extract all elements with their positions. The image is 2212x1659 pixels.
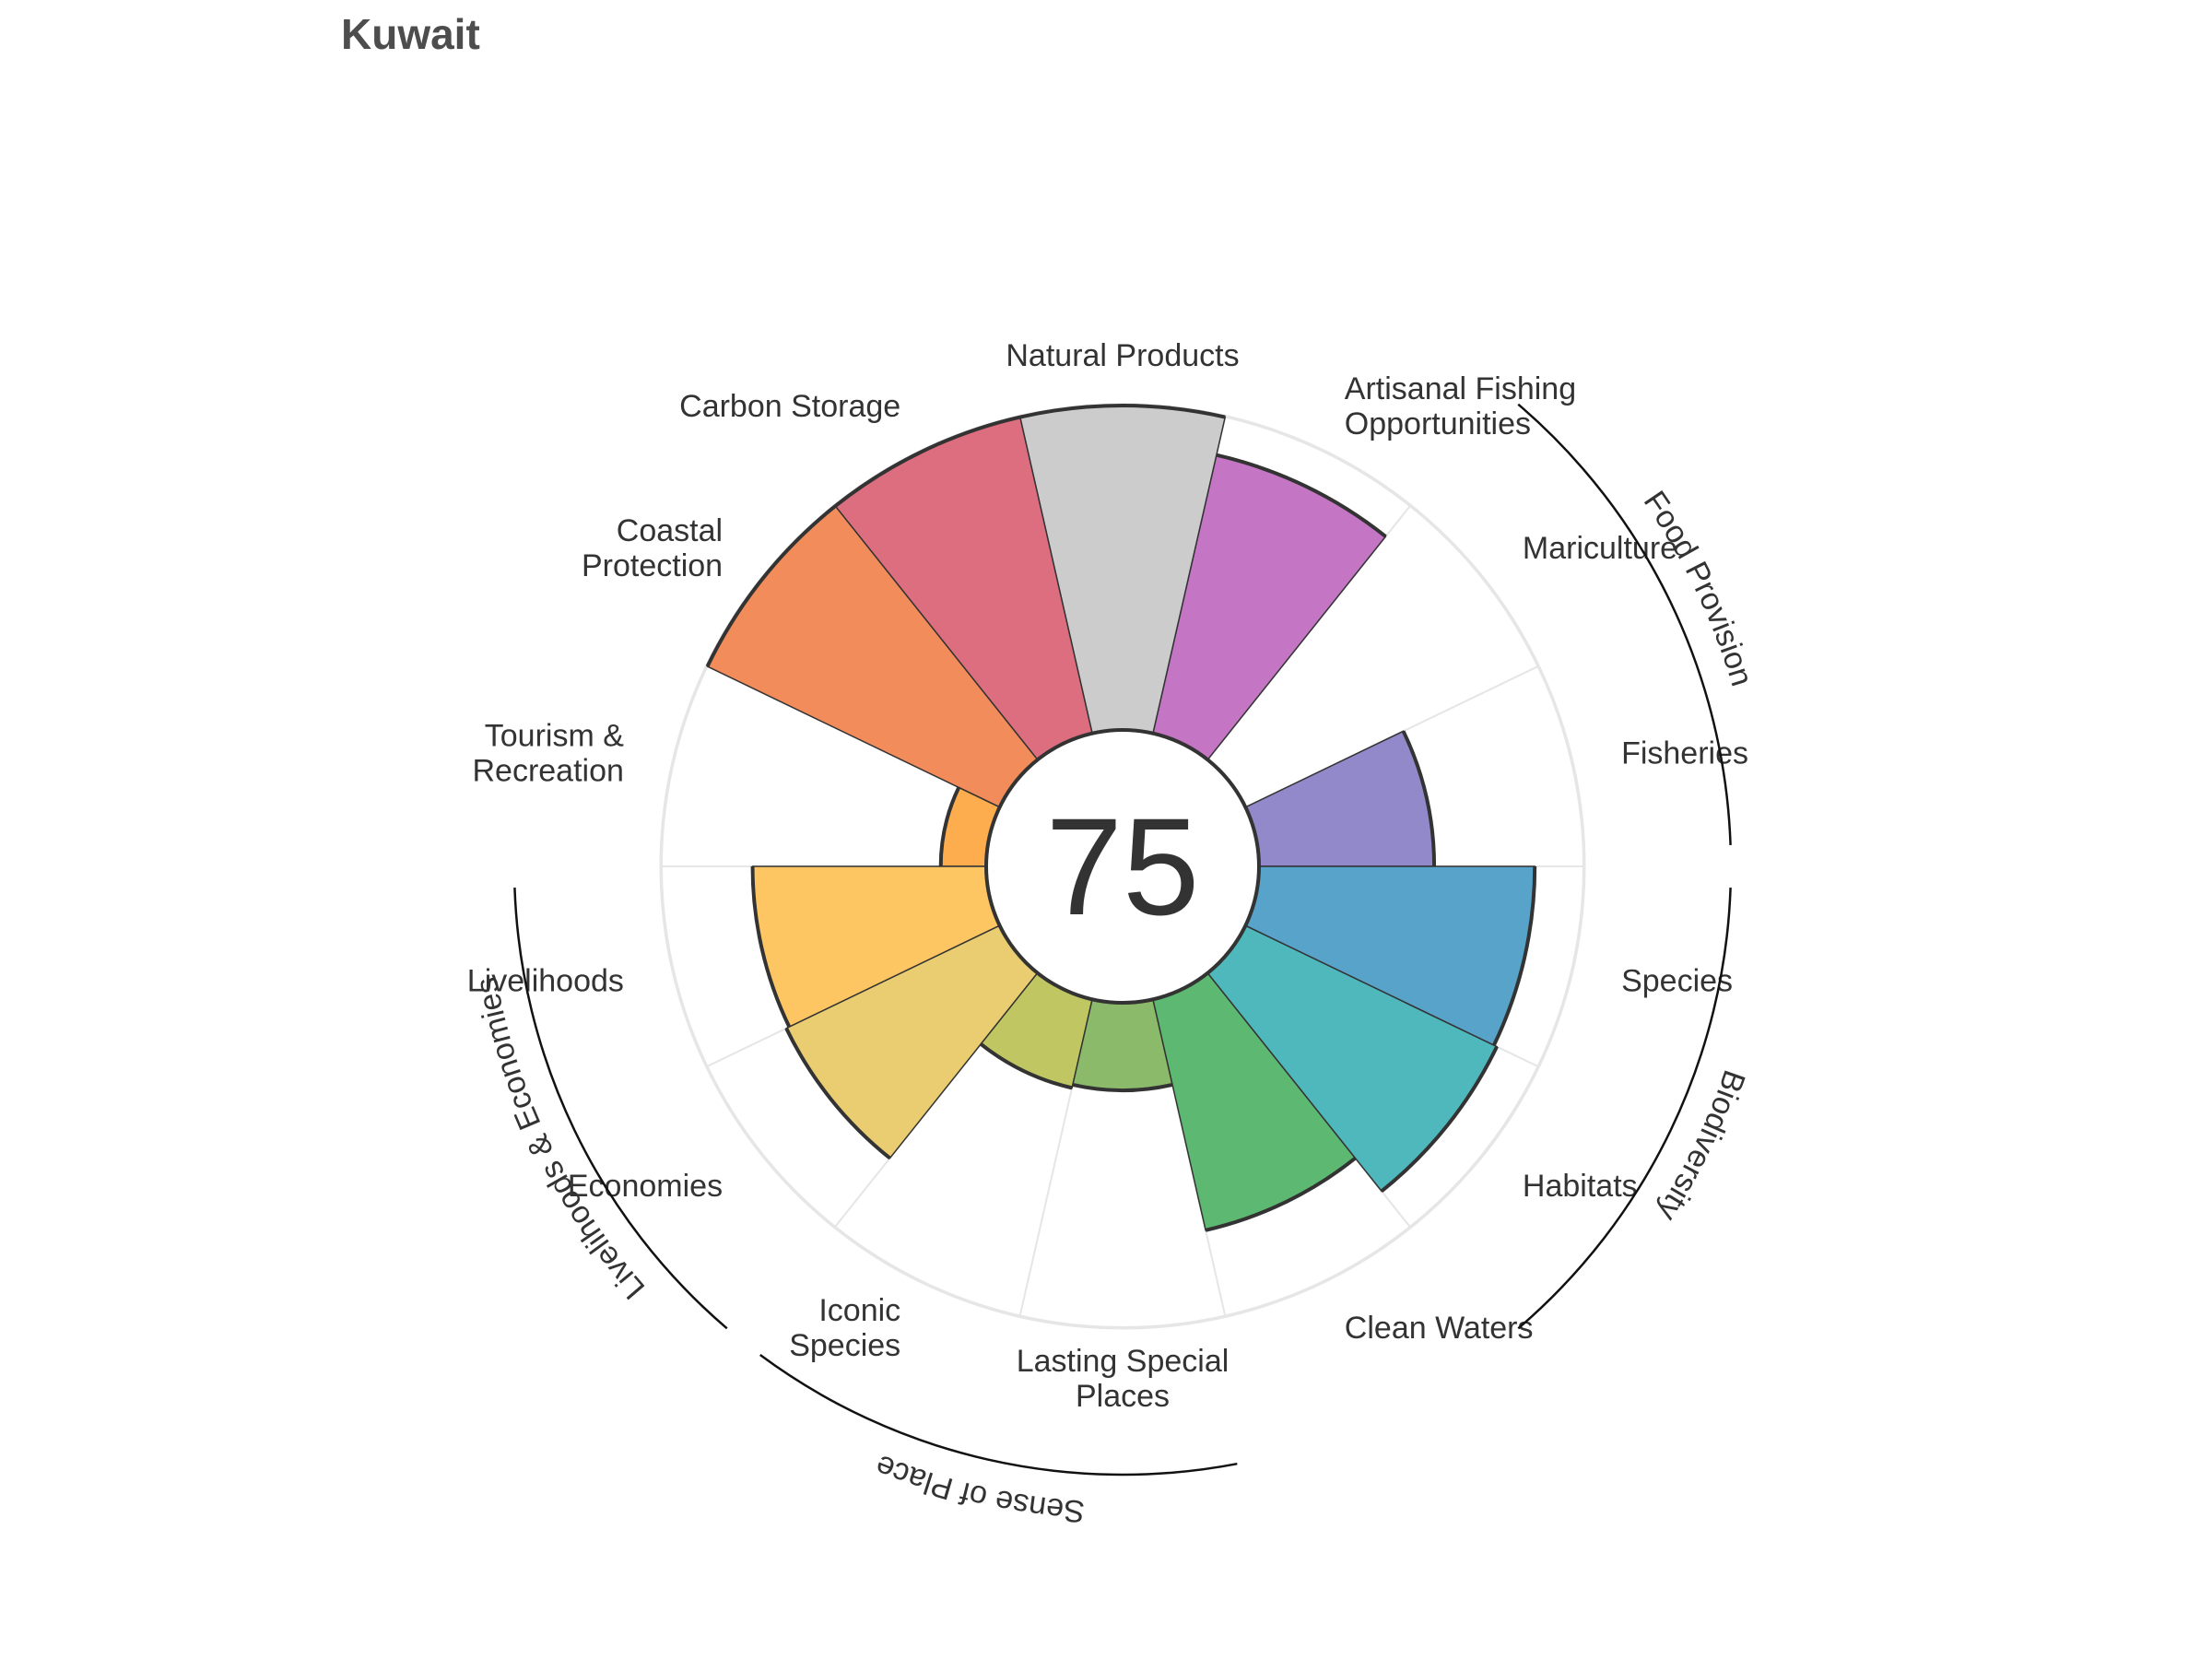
goal-group-label: Food Provision [1637,485,1759,690]
petal-label-natural_products: Natural Products [1006,338,1239,373]
petal-edge-livelihoods [750,865,792,1029]
goal-group-arc [1517,403,1732,846]
petal-label-line: Species [1621,963,1733,998]
goal-group-label-text: Sense of Place [870,1448,1086,1529]
goal-group-label: Sense of Place [870,1448,1086,1529]
goal-group-label-text: Livelihoods & Economies [469,974,652,1305]
petal-edge-artisanal [1216,453,1387,538]
petal-label-species: Species [1621,963,1733,998]
petal-edge-lasting_special_places [1072,1083,1173,1092]
petal-label-tourism: Tourism & Recreation [472,719,624,789]
petal-label-line: Opportunities [1345,406,1531,441]
petal-label-iconic_species: Iconic Species [789,1293,900,1363]
petal-label-line: Natural Products [1006,338,1239,373]
goal-group-label: Biodiversity [1650,1065,1751,1227]
petal-edge-tourism [938,786,961,867]
petal-label-carbon_storage: Carbon Storage [679,389,900,424]
goal-group-arc [759,1354,1238,1477]
petal-edge-natural_products [1019,404,1226,419]
petal-label-line: Protection [582,548,723,583]
goal-group-label-text: Food Provision [1637,485,1759,690]
chart-title: Kuwait [341,10,480,58]
petal-label-line: Coastal [617,513,723,548]
petal-label-line: Lasting Special [1017,1344,1230,1379]
petal-label-economies: Economies [568,1169,723,1204]
petal-label-habitats: Habitats [1523,1169,1638,1204]
petal-label-coastal_protection: Coastal Protection [582,513,723,583]
petal-label-mariculture: Mariculture [1523,531,1677,566]
petal-label-clean_waters: Clean Waters [1345,1311,1534,1346]
petal-label-line: Tourism & [485,719,624,754]
goal-group-label: Livelihoods & Economies [469,974,652,1305]
petal-label-line: Economies [568,1169,723,1204]
petal-edge-coastal_protection [705,504,837,667]
petal-edge-fisheries [1401,730,1437,867]
center-circle [984,728,1261,1005]
center-layer: 75 [984,728,1261,1005]
petal-label-line: Iconic [818,1293,900,1328]
petal-edge-clean_waters [1205,1157,1357,1232]
petal-edge-economies [784,1027,891,1160]
petal-label-fisheries: Fisheries [1621,736,1748,771]
goal-group-text-path [661,1303,1349,1502]
petal-edge-iconic_species [980,1042,1073,1090]
petal-edge-habitats [1380,1045,1499,1193]
petal-label-line: Mariculture [1523,531,1677,566]
petal-label-line: Artisanal Fishing [1345,371,1576,406]
petal-label-line: Habitats [1523,1169,1638,1204]
petal-label-lasting_special_places: Lasting Special Places [1017,1344,1230,1414]
petals-layer [705,404,1537,1232]
petal-label-artisanal: Artisanal Fishing Opportunities [1345,371,1576,441]
petal-label-line: Clean Waters [1345,1311,1534,1346]
petal-label-line: Carbon Storage [679,389,900,424]
goal-group-arc [1517,887,1732,1330]
petal-label-line: Fisheries [1621,736,1748,771]
petal-label-livelihoods: Livelihoods [467,963,624,998]
petal-edge-carbon_storage [834,415,1021,508]
goal-group-label-text: Biodiversity [1650,1065,1751,1227]
petal-label-line: Recreation [472,754,623,789]
petal-label-line: Species [789,1328,900,1363]
goal-group-arc [513,887,728,1330]
petal-edge-species [1492,865,1537,1046]
petal-label-line: Livelihoods [467,963,624,998]
petal-label-line: Places [1076,1379,1170,1414]
overall-score: 75 [1046,789,1200,944]
petal-labels-layer: Fisheries Mariculture Artisanal Fishing Opp… [467,338,1748,1414]
